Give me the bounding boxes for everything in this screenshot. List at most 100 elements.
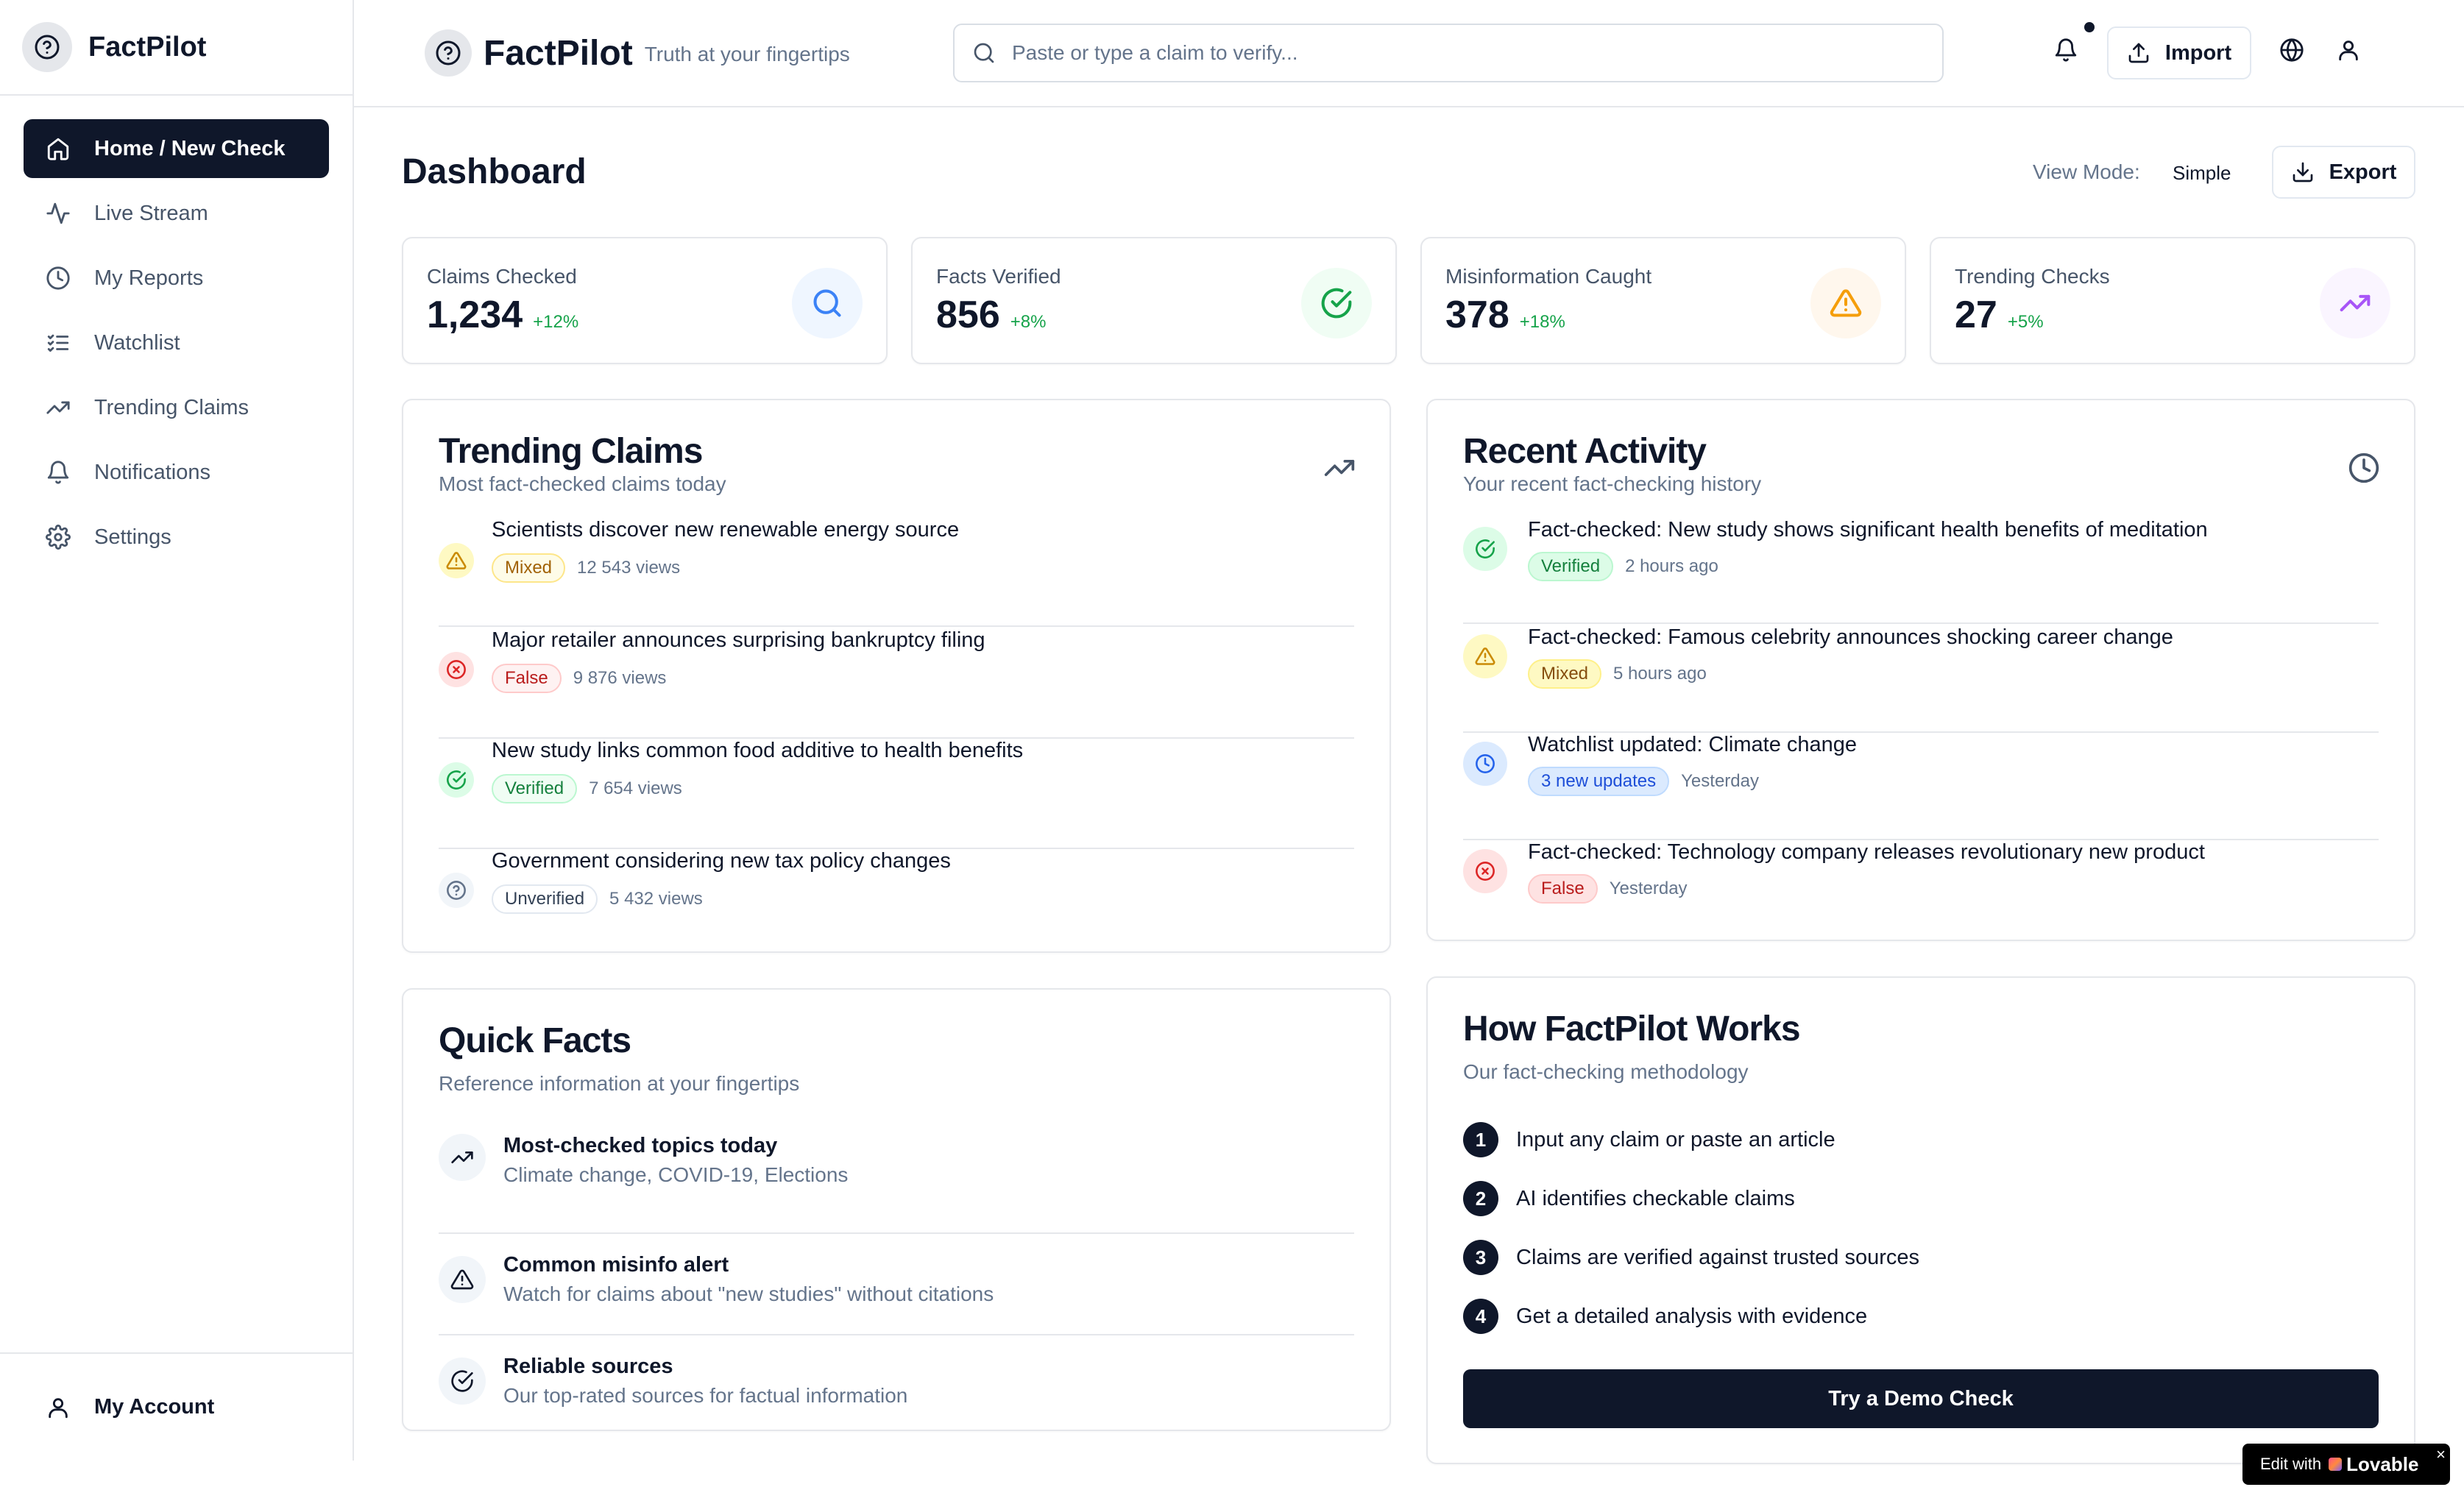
sidebar-item-live-stream[interactable]: Live Stream (24, 184, 329, 243)
language-button[interactable] (2277, 35, 2307, 65)
claim-title: Major retailer announces surprising bank… (492, 628, 985, 652)
trending-up-icon (439, 1134, 486, 1181)
view-mode-selector[interactable]: Simple (2173, 162, 2231, 184)
lovable-brand: Lovable (2329, 1453, 2418, 1476)
how-it-works-card: How FactPilot Works Our fact-checking me… (1426, 976, 2415, 1464)
sidebar-item-notifications[interactable]: Notifications (24, 443, 329, 502)
stat-card-facts-verified: Facts Verified 856 +8% (911, 237, 1397, 364)
activity-item[interactable]: Fact-checked: New study shows significan… (1463, 518, 2379, 624)
user-icon (2339, 40, 2358, 61)
x-circle-icon (1463, 849, 1507, 893)
card-title: How FactPilot Works (1463, 1009, 1801, 1048)
notifications-button[interactable] (2051, 35, 2081, 65)
close-icon[interactable]: × (2436, 1445, 2446, 1463)
method-step: 3 Claims are verified against trusted so… (1463, 1240, 1919, 1275)
stat-value: 856 +8% (936, 294, 1047, 336)
sidebar-item-my-reports[interactable]: My Reports (24, 249, 329, 308)
import-button[interactable]: Import (2107, 26, 2251, 79)
stat-card-trending-checks: Trending Checks 27 +5% (1930, 237, 2415, 364)
sidebar-item-label: Trending Claims (94, 395, 249, 419)
recent-activity-card: Recent Activity Your recent fact-checkin… (1426, 399, 2415, 941)
help-circle-icon (22, 22, 72, 72)
activity-title: Fact-checked: Famous celebrity announces… (1528, 625, 2173, 649)
header-app-name: FactPilot (484, 33, 633, 73)
import-label: Import (2164, 40, 2232, 65)
claim-title: Government considering new tax policy ch… (492, 849, 951, 873)
alert-triangle-icon (1463, 634, 1507, 678)
sidebar-nav: Home / New Check Live Stream My Reports … (0, 96, 353, 567)
activity-item[interactable]: Fact-checked: Famous celebrity announces… (1463, 625, 2379, 733)
activity-title: Fact-checked: Technology company release… (1528, 840, 2205, 864)
claim-search-box[interactable] (953, 24, 1944, 82)
trending-up-icon (1323, 452, 1356, 484)
sidebar-item-trending-claims[interactable]: Trending Claims (24, 378, 329, 437)
quick-facts-card: Quick Facts Reference information at you… (402, 988, 1391, 1431)
sidebar: FactPilot Home / New Check Live Stream M… (0, 0, 354, 1461)
bell-icon (2055, 38, 2077, 62)
stat-label: Facts Verified (936, 265, 1061, 288)
top-header: FactPilot Truth at your fingertips Impor… (354, 0, 2464, 107)
trending-claim-item[interactable]: Major retailer announces surprising bank… (439, 628, 1354, 739)
card-title: Trending Claims (439, 432, 703, 471)
stat-delta: +5% (2007, 312, 2044, 332)
sidebar-item-settings[interactable]: Settings (24, 508, 329, 567)
stat-label: Trending Checks (1955, 265, 2110, 288)
sidebar-item-label: Watchlist (94, 330, 180, 355)
quick-fact-desc: Watch for claims about "new studies" wit… (503, 1282, 994, 1305)
my-account-label: My Account (94, 1395, 215, 1419)
check-circle-icon (1463, 527, 1507, 571)
check-circle-icon (439, 1358, 486, 1405)
quick-fact-title: Most-checked topics today (503, 1134, 778, 1157)
activity-item[interactable]: Watchlist updated: Climate change 3 new … (1463, 733, 2379, 840)
activity-item[interactable]: Fact-checked: Technology company release… (1463, 840, 2379, 921)
claim-search-input[interactable] (1012, 41, 1895, 65)
stat-value: 27 +5% (1955, 294, 2044, 336)
sidebar-item-watchlist[interactable]: Watchlist (24, 313, 329, 372)
profile-button[interactable] (2334, 35, 2363, 65)
claim-meta: Verified 7 654 views (492, 774, 682, 803)
activity-time: 5 hours ago (1613, 664, 1707, 684)
trending-claim-item[interactable]: New study links common food additive to … (439, 739, 1354, 849)
claim-title: New study links common food additive to … (492, 739, 1024, 762)
view-count: 9 876 views (573, 668, 667, 688)
view-count: 5 432 views (609, 889, 703, 909)
sidebar-brand[interactable]: FactPilot (0, 0, 353, 96)
status-badge: Unverified (492, 884, 598, 914)
status-badge: Verified (492, 774, 578, 803)
quick-fact-title: Reliable sources (503, 1355, 673, 1378)
step-number: 2 (1463, 1181, 1498, 1216)
trending-claim-item[interactable]: Scientists discover new renewable energy… (439, 518, 1354, 627)
clock-icon (1463, 742, 1507, 786)
activity-time: 2 hours ago (1625, 556, 1718, 576)
alert-triangle-icon (439, 1256, 486, 1303)
card-subtitle: Your recent fact-checking history (1463, 472, 1762, 495)
lovable-prefix: Edit with (2260, 1455, 2322, 1473)
activity-meta: False Yesterday (1528, 874, 1688, 904)
step-text: AI identifies checkable claims (1516, 1186, 1795, 1210)
step-text: Input any claim or paste an article (1516, 1127, 1835, 1152)
header-brand[interactable]: FactPilot Truth at your fingertips (425, 29, 850, 77)
edit-with-lovable-badge[interactable]: Edit with Lovable × (2242, 1444, 2450, 1485)
my-account-link[interactable]: My Account (0, 1352, 353, 1461)
try-demo-check-button[interactable]: Try a Demo Check (1463, 1369, 2379, 1428)
activity-title: Fact-checked: New study shows significan… (1528, 518, 2208, 542)
trending-claim-item[interactable]: Government considering new tax policy ch… (439, 849, 1354, 937)
notification-dot (2084, 22, 2095, 32)
step-number: 1 (1463, 1122, 1498, 1157)
status-badge: False (1528, 874, 1598, 904)
claim-meta: Unverified 5 432 views (492, 884, 703, 914)
activity-time: Yesterday (1681, 771, 1759, 791)
export-button[interactable]: Export (2272, 146, 2415, 199)
card-title: Quick Facts (439, 1021, 631, 1060)
card-subtitle: Most fact-checked claims today (439, 472, 726, 495)
view-count: 12 543 views (577, 558, 681, 578)
search-icon (792, 268, 863, 338)
view-mode-label: View Mode: (2033, 160, 2140, 183)
sidebar-item-home[interactable]: Home / New Check (24, 119, 329, 178)
method-step: 4 Get a detailed analysis with evidence (1463, 1299, 1867, 1334)
stat-label: Misinformation Caught (1445, 265, 1652, 288)
status-badge: Mixed (492, 553, 566, 583)
activity-title: Watchlist updated: Climate change (1528, 733, 1858, 756)
status-badge: Verified (1528, 552, 1614, 581)
card-subtitle: Reference information at your fingertips (439, 1072, 800, 1095)
